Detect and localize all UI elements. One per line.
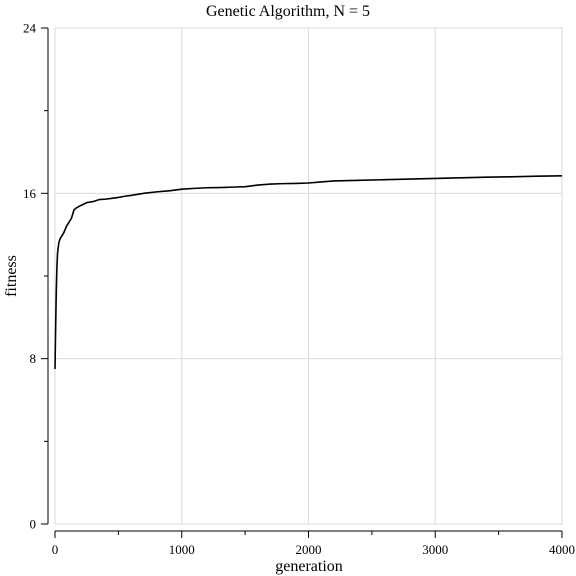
y-tick-label: 24 — [23, 21, 37, 36]
x-tick-label: 1000 — [169, 542, 195, 557]
x-axis-label: generation — [275, 558, 343, 575]
grid-lines — [54, 27, 563, 525]
axes — [47, 28, 562, 532]
y-axis-label: fitness — [3, 255, 20, 297]
chart-title: Genetic Algorithm, N = 5 — [206, 3, 370, 20]
x-tick-label: 2000 — [296, 542, 322, 557]
y-tick-label: 0 — [30, 517, 37, 532]
fitness-series-line — [54, 174, 563, 370]
y-tick-label: 16 — [23, 186, 37, 201]
series — [54, 174, 563, 370]
ticks: 0 8 16 24 0 1000 2000 3000 4000 — [23, 21, 575, 558]
x-tick-label: 0 — [52, 542, 59, 557]
x-tick-label: 3000 — [422, 542, 448, 557]
x-tick-label: 4000 — [549, 542, 575, 557]
y-tick-label: 8 — [30, 351, 37, 366]
